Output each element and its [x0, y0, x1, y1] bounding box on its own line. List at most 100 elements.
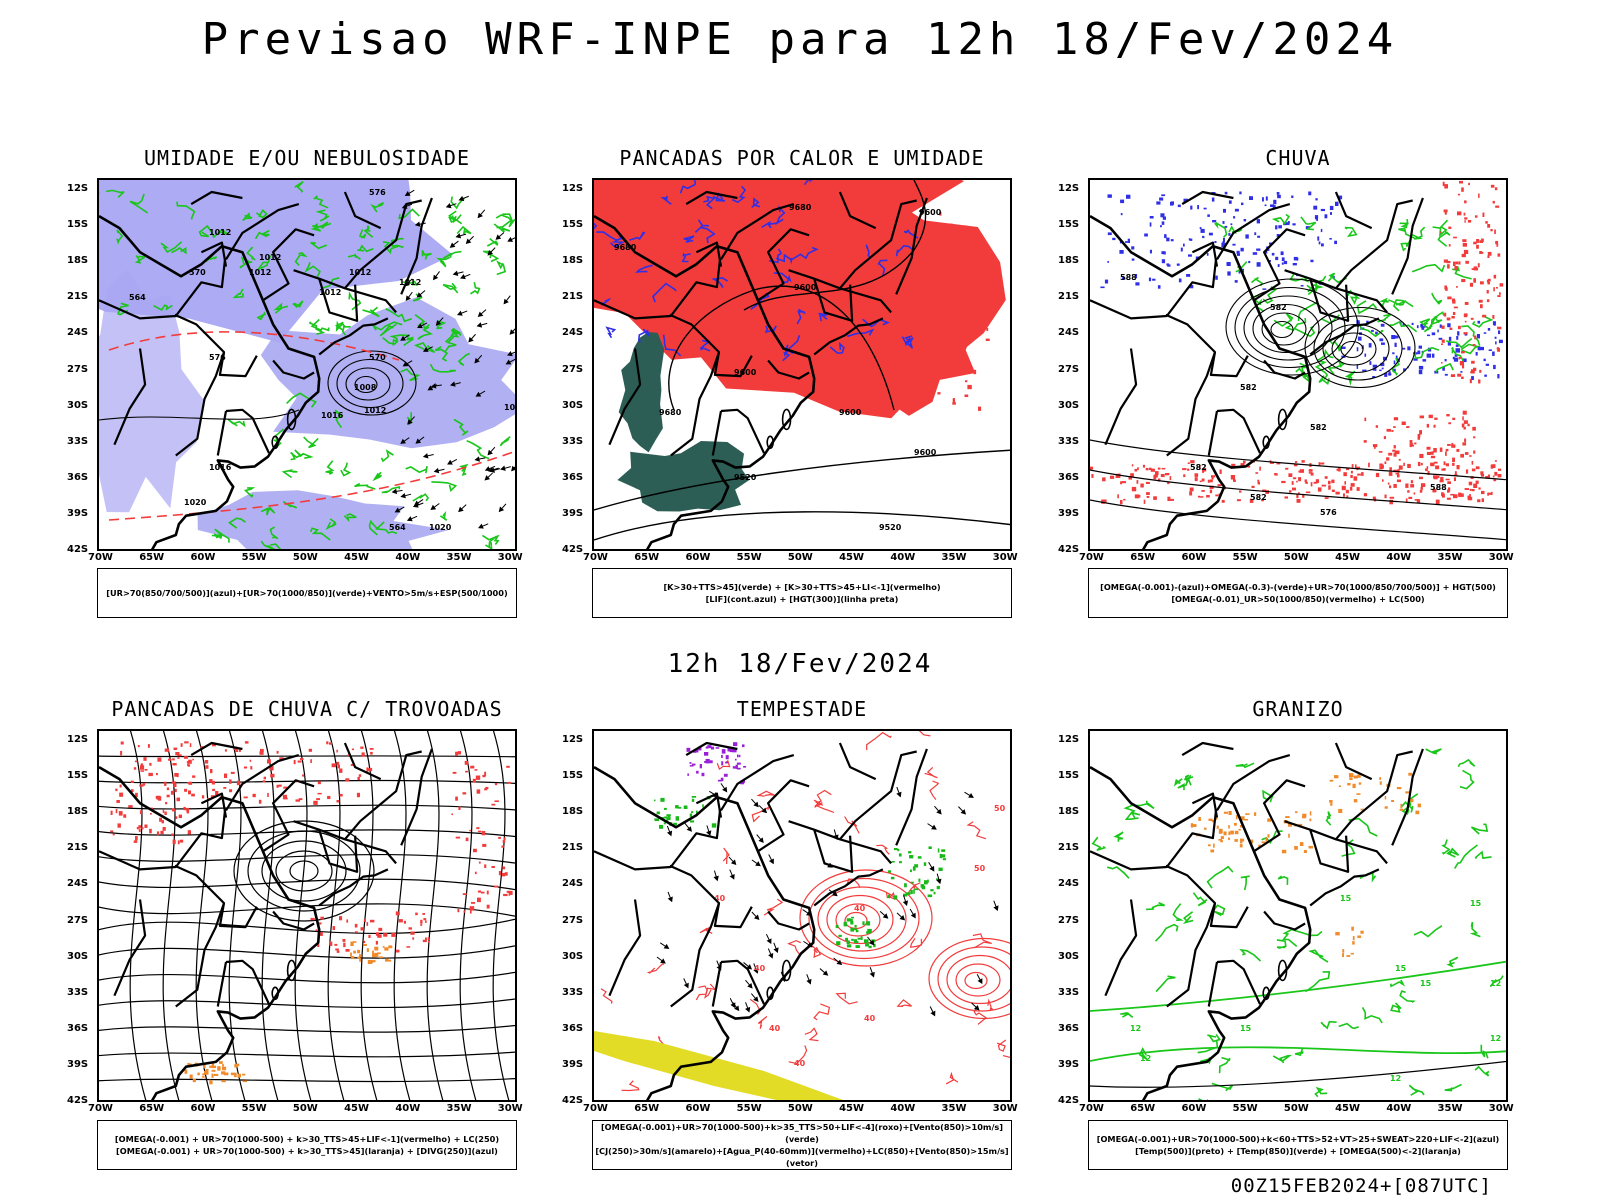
contour-label: 9600 [794, 283, 817, 292]
legend-line: [LIF](cont.azul) + [HGT(300)](linha pret… [705, 594, 899, 604]
political-border [838, 191, 877, 230]
contour-label: 1020 [429, 523, 452, 532]
omega-green-contours [1273, 292, 1494, 386]
humidity-area [99, 270, 204, 513]
latitude-tick-label: 18S [67, 806, 89, 818]
map-panel-4: 40 40 40 40 40 50 50 40 [592, 729, 1012, 1102]
longitude-tick-label: 60W [685, 1103, 711, 1114]
political-border [895, 748, 928, 846]
political-border [225, 959, 270, 1005]
latitude-tick-label: 33S [1058, 435, 1080, 447]
rain-red-area [1363, 410, 1476, 474]
political-border [1263, 359, 1306, 380]
wind-850-green-area [835, 916, 876, 949]
map-panel-3 [97, 729, 517, 1102]
latitude-tick-label: 36S [67, 471, 89, 483]
latitude-tick-label: 15S [562, 770, 584, 782]
wind-850-green-area [887, 846, 947, 900]
political-border [720, 203, 795, 260]
height-500-low [1225, 278, 1359, 376]
hail-orange-area [1335, 926, 1364, 957]
political-border [1207, 961, 1219, 1007]
political-border [594, 259, 722, 320]
height-500-contour [1090, 439, 1506, 481]
longitude-tick-label: 30W [497, 1103, 523, 1114]
humidity-area [260, 297, 515, 449]
longitude-tick-label: 50W [1283, 552, 1309, 563]
coastline [1090, 765, 1312, 1100]
longitude-tick-label: 50W [787, 1103, 813, 1114]
thunderstorm-red-area [119, 741, 374, 805]
political-border [1309, 829, 1350, 873]
latitude-tick-label: 42S [67, 544, 89, 555]
lifted-index-contours [594, 180, 919, 362]
longitude-tick-label: 65W [139, 552, 165, 563]
political-border [174, 864, 258, 929]
lagoon [766, 986, 774, 1001]
political-border [318, 829, 359, 873]
thunderstorm-red-area [110, 781, 191, 845]
hail-orange-area [1329, 772, 1421, 815]
political-border [670, 902, 721, 1008]
longitude-tick-label: 35W [1437, 552, 1463, 563]
political-border [1166, 351, 1217, 457]
lagoon [1262, 986, 1270, 1001]
panel-title-1: PANCADAS POR CALOR E UMIDADE [619, 146, 985, 170]
latitude-tick-label: 30S [67, 399, 89, 411]
lagoon [781, 959, 792, 982]
lagoon [781, 408, 792, 431]
contour-label: 564 [129, 293, 146, 302]
political-border [813, 829, 854, 873]
political-border [1253, 779, 1306, 853]
political-border [1391, 197, 1424, 295]
contour-label: 570 [369, 353, 386, 362]
longitude-tick-label: 40W [1386, 1103, 1412, 1114]
hail-orange-area [1190, 811, 1313, 854]
political-border [838, 742, 877, 781]
latitude-tick-label: 33S [562, 986, 584, 998]
political-border [1090, 810, 1218, 871]
height-500-contour [1090, 499, 1506, 541]
political-border [895, 197, 928, 295]
longitude-tick-label: 35W [446, 1103, 472, 1114]
longitude-tick-label: 30W [1488, 1103, 1514, 1114]
latitude-tick-label: 24S [1058, 327, 1080, 339]
political-border [200, 792, 228, 818]
contour-label: 564 [389, 523, 406, 532]
latitude-tick-label: 36S [562, 1022, 584, 1034]
latitude-tick-label: 39S [67, 1058, 89, 1070]
latitude-tick-label: 33S [562, 435, 584, 447]
political-border [813, 868, 884, 907]
latitude-tick-label: 33S [1058, 986, 1080, 998]
contour-label: 1020 [504, 403, 517, 412]
lagoon [1277, 408, 1288, 431]
map-svg [99, 731, 515, 1100]
political-border [720, 959, 765, 1005]
height-500-contour [1090, 469, 1506, 511]
contour-label: 15 [1395, 964, 1407, 973]
political-border [1216, 754, 1291, 811]
political-border [225, 754, 300, 811]
political-border [1104, 899, 1138, 997]
longitude-tick-label: 65W [634, 1103, 660, 1114]
contour-label: 582 [1250, 493, 1267, 502]
political-border [99, 259, 227, 320]
political-border [344, 287, 397, 314]
lagoon [1262, 435, 1270, 450]
longitude-tick-label: 65W [634, 552, 660, 563]
contour-label: 1012 [364, 406, 386, 415]
political-border [1207, 410, 1219, 456]
political-border [757, 779, 810, 853]
instability-green-area [618, 332, 665, 453]
political-border [272, 910, 315, 931]
contour-label: 9600 [919, 208, 942, 217]
longitude-tick-label: 65W [1130, 1103, 1156, 1114]
lagoon [286, 408, 297, 431]
political-border [1090, 259, 1218, 320]
longitude-tick-label: 50W [787, 552, 813, 563]
lagoon [1277, 959, 1288, 982]
political-border [1191, 792, 1219, 818]
temp-500-contour [1090, 1060, 1506, 1088]
legend-box-4: [OMEGA(-0.001)+UR>70(1000-500)+k>35_TTS>… [592, 1120, 1012, 1170]
thickness-576-line [108, 331, 400, 361]
